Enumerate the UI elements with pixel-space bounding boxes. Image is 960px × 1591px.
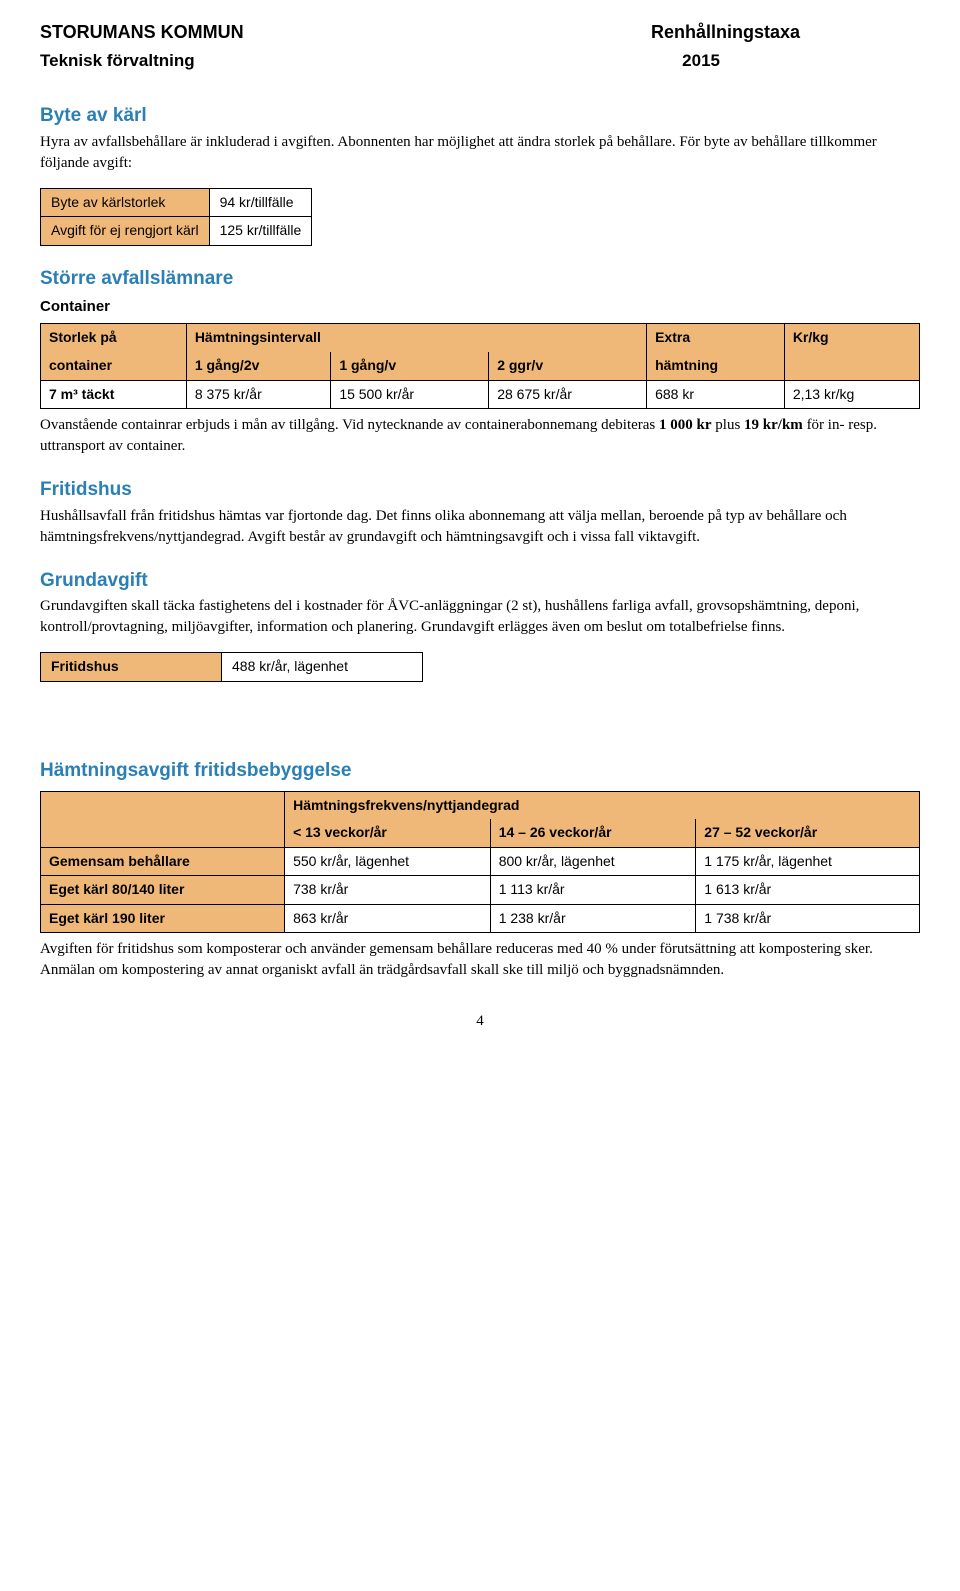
cell-v5: 2,13 kr/kg — [784, 380, 919, 409]
byte-row1-value: 94 kr/tillfälle — [209, 188, 312, 217]
table-row: 7 m³ täckt 8 375 kr/år 15 500 kr/år 28 6… — [41, 380, 920, 409]
hamtning-header-top: Hämtningsfrekvens/nyttjandegrad — [285, 791, 920, 819]
col-header-extra-bot: hämtning — [647, 352, 785, 380]
byte-row2-label: Avgift för ej rengjort kärl — [41, 217, 210, 246]
doc-subheader: Teknisk förvaltning 2015 — [40, 49, 920, 73]
table-row: Gemensam behållare 550 kr/år, lägenhet 8… — [41, 847, 920, 876]
fritidshus-title: Fritidshus — [40, 477, 920, 504]
row1-v2: 800 kr/år, lägenhet — [490, 847, 696, 876]
storre-title: Större avfallslämnare — [40, 266, 920, 293]
col-header-interval: Hämtningsintervall — [186, 324, 646, 352]
table-row: Fritidshus 488 kr/år, lägenhet — [41, 653, 423, 682]
byte-row2-value: 125 kr/tillfälle — [209, 217, 312, 246]
doc-header: STORUMANS KOMMUN Renhållningstaxa — [40, 20, 920, 45]
cell-size: 7 m³ täckt — [49, 386, 114, 402]
grundavgift-title: Grundavgift — [40, 568, 920, 595]
hamtning-col3: 27 – 52 veckor/år — [696, 819, 920, 847]
row3-label: Eget kärl 190 liter — [41, 904, 285, 933]
hamtning-note: Avgiften för fritidshus som komposterar … — [40, 939, 920, 981]
row2-v2: 1 113 kr/år — [490, 876, 696, 905]
table-row: Eget kärl 190 liter 863 kr/år 1 238 kr/å… — [41, 904, 920, 933]
row3-v2: 1 238 kr/år — [490, 904, 696, 933]
col-header-extra-top: Extra — [647, 324, 785, 352]
col-header-1gv: 1 gång/v — [331, 352, 489, 380]
row1-label: Gemensam behållare — [41, 847, 285, 876]
subheader-right: 2015 — [682, 49, 720, 73]
grundavgift-label: Fritidshus — [41, 653, 222, 682]
cell-v2: 15 500 kr/år — [331, 380, 489, 409]
byte-body: Hyra av avfallsbehållare är inkluderad i… — [40, 132, 920, 174]
table-row: Avgift för ej rengjort kärl 125 kr/tillf… — [41, 217, 312, 246]
table-row: Eget kärl 80/140 liter 738 kr/år 1 113 k… — [41, 876, 920, 905]
fritidshus-body: Hushållsavfall från fritidshus hämtas va… — [40, 506, 920, 548]
row2-v3: 1 613 kr/år — [696, 876, 920, 905]
cell-v4: 688 kr — [647, 380, 785, 409]
container-note: Ovanstående containrar erbjuds i mån av … — [40, 415, 920, 457]
byte-table: Byte av kärlstorlek 94 kr/tillfälle Avgi… — [40, 188, 312, 246]
table-row: Byte av kärlstorlek 94 kr/tillfälle — [41, 188, 312, 217]
cell-v1: 8 375 kr/år — [186, 380, 331, 409]
row3-v3: 1 738 kr/år — [696, 904, 920, 933]
hamtning-table: Hämtningsfrekvens/nyttjandegrad < 13 vec… — [40, 791, 920, 934]
col-header-krkg: Kr/kg — [784, 324, 919, 352]
row2-label: Eget kärl 80/140 liter — [41, 876, 285, 905]
grundavgift-body: Grundavgiften skall täcka fastighetens d… — [40, 596, 920, 638]
cell-v3: 28 675 kr/år — [489, 380, 647, 409]
container-table: Storlek på Hämtningsintervall Extra Kr/k… — [40, 323, 920, 409]
subheader-left: Teknisk förvaltning — [40, 49, 195, 73]
col-header-1g2v: 1 gång/2v — [186, 352, 331, 380]
col-header-size-top: Storlek på — [41, 324, 187, 352]
page-number: 4 — [40, 1011, 920, 1032]
row3-v1: 863 kr/år — [285, 904, 491, 933]
byte-row1-label: Byte av kärlstorlek — [41, 188, 210, 217]
hamtning-col1: < 13 veckor/år — [285, 819, 491, 847]
row2-v1: 738 kr/år — [285, 876, 491, 905]
hamtning-col2: 14 – 26 veckor/år — [490, 819, 696, 847]
header-right: Renhållningstaxa — [651, 20, 800, 45]
col-header-2gv: 2 ggr/v — [489, 352, 647, 380]
row1-v3: 1 175 kr/år, lägenhet — [696, 847, 920, 876]
container-heading: Container — [40, 296, 920, 317]
grundavgift-value: 488 kr/år, lägenhet — [222, 653, 423, 682]
row1-v1: 550 kr/år, lägenhet — [285, 847, 491, 876]
col-header-size-bot: container — [41, 352, 187, 380]
byte-title: Byte av kärl — [40, 103, 920, 130]
header-left: STORUMANS KOMMUN — [40, 20, 244, 45]
grundavgift-table: Fritidshus 488 kr/år, lägenhet — [40, 652, 423, 682]
hamtning-title: Hämtningsavgift fritidsbebyggelse — [40, 758, 920, 785]
